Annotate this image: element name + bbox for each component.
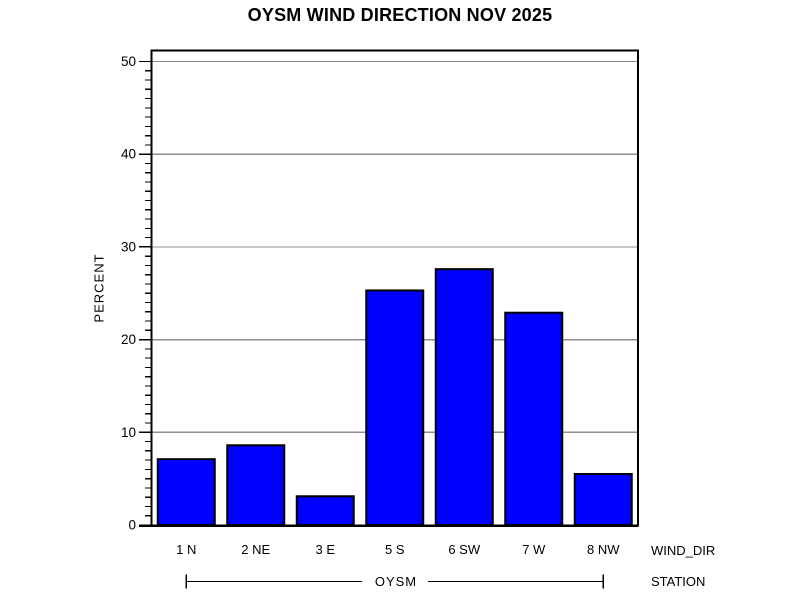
- bar: [156, 458, 216, 527]
- group-axis-label: STATION: [651, 574, 706, 589]
- x-category-label: 2 NE: [241, 542, 270, 557]
- group-axis-value: OYSM: [374, 574, 418, 589]
- x-category-label: 3 E: [315, 542, 335, 557]
- chart-title: OYSM WIND DIRECTION NOV 2025: [247, 5, 553, 25]
- y-tick-label: 50: [121, 54, 136, 69]
- x-category-label: 6 SW: [448, 542, 481, 557]
- bar: [434, 268, 494, 527]
- bar: [504, 311, 564, 527]
- bar: [295, 495, 355, 526]
- x-category-label: 1 N: [176, 542, 196, 557]
- x-category-label: 5 S: [385, 542, 405, 557]
- y-tick-label: 0: [128, 518, 136, 533]
- y-axis-label: PERCENT: [91, 253, 107, 323]
- y-tick-label: 20: [121, 332, 136, 347]
- bar: [365, 289, 425, 526]
- x-axis-label: WIND_DIR: [651, 543, 716, 558]
- y-tick-label: 10: [121, 425, 136, 440]
- bar: [226, 444, 286, 527]
- y-tick-label: 30: [121, 239, 136, 254]
- x-category-label: 8 NW: [587, 542, 620, 557]
- bar: [573, 473, 633, 527]
- x-category-label: 7 W: [522, 542, 546, 557]
- y-tick-label: 40: [121, 147, 136, 162]
